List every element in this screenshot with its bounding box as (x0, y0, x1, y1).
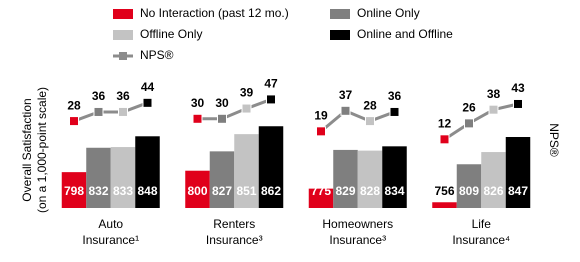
nps-line (197, 98, 272, 121)
nps-line (73, 101, 149, 123)
nps-value-label: 30 (191, 96, 205, 110)
bar-value-label: 827 (212, 184, 232, 198)
bar (61, 172, 87, 208)
nps-value-label: 28 (67, 98, 81, 112)
nps-value-label: 39 (240, 86, 254, 100)
nps-line (320, 109, 396, 133)
nps-marker (439, 134, 450, 145)
bar (382, 146, 407, 208)
bar-value-label: 826 (483, 184, 503, 198)
nps-value-label: 38 (487, 87, 501, 101)
nps-value-label: 36 (388, 89, 402, 103)
nps-marker (217, 113, 227, 124)
y-axis-label: (on a 1,000-point scale) (35, 87, 49, 213)
bar-value-label: 834 (384, 184, 404, 198)
legend-swatch (113, 9, 133, 19)
nps-marker (316, 126, 326, 137)
bar-value-label: 800 (187, 184, 207, 198)
bar-value-label: 828 (360, 184, 380, 198)
nps-marker (118, 106, 128, 117)
bar (185, 170, 210, 208)
bar (357, 150, 383, 208)
nps-value-label: 28 (363, 98, 377, 112)
legend-label: Online and Offline (357, 27, 453, 41)
bar-value-label: 775 (311, 184, 331, 198)
bar-value-label: 851 (236, 184, 256, 198)
bar-value-label: 756 (434, 184, 454, 198)
x-tick-label: Insurance¹ (82, 233, 139, 247)
nps-value-label: 44 (141, 80, 155, 94)
x-tick-label: Renters (213, 217, 255, 231)
x-tick-label: Auto (98, 217, 123, 231)
bar (308, 188, 334, 208)
bar-value-label: 833 (113, 184, 133, 198)
bar (432, 202, 457, 208)
nps-value-label: 30 (215, 96, 229, 110)
nps-marker (365, 116, 375, 127)
bar-value-label: 798 (64, 184, 84, 198)
nps-value-label: 43 (511, 81, 525, 95)
nps-value-label: 47 (264, 77, 278, 91)
bar (481, 152, 506, 208)
nps-value-label: 36 (116, 89, 130, 103)
nps-marker (142, 97, 153, 108)
legend-swatch (330, 9, 350, 19)
legend-swatch (113, 30, 133, 40)
bar (209, 151, 235, 208)
x-tick-label: Life (472, 217, 492, 231)
x-tick-label: Insurance⁴ (452, 233, 510, 247)
nps-marker (340, 105, 351, 116)
bar-value-label: 832 (88, 184, 108, 198)
nps-marker (241, 103, 252, 114)
bar-value-label: 847 (508, 184, 528, 198)
x-tick-label: Insurance³ (206, 233, 263, 247)
legend-swatch (330, 30, 350, 40)
bar (505, 137, 531, 208)
nps-value-label: 36 (92, 89, 106, 103)
x-tick-label: Homeowners (322, 217, 393, 231)
y-axis-label: Overall Satisfaction (20, 98, 34, 201)
bar (456, 164, 482, 208)
nps-value-label: 37 (339, 88, 353, 102)
bar-value-label: 809 (459, 184, 479, 198)
nps-marker (192, 113, 203, 124)
bar (110, 147, 136, 208)
legend-label: No Interaction (past 12 mo.) (140, 6, 289, 20)
bar (135, 136, 160, 208)
nps-marker (389, 106, 400, 117)
bar-value-label: 862 (261, 184, 281, 198)
x-tick-label: Insurance³ (329, 233, 386, 247)
nps-marker (488, 104, 499, 115)
nps-marker (93, 106, 104, 117)
bar-value-label: 829 (335, 184, 355, 198)
bar (333, 149, 358, 208)
legend-label: NPS® (140, 48, 174, 62)
nps-value-label: 19 (314, 109, 328, 123)
nps-marker (266, 94, 276, 105)
bar (234, 134, 259, 208)
nps-value-label: 12 (438, 116, 452, 130)
nps-marker (69, 116, 79, 127)
legend-label: Online Only (357, 6, 420, 20)
nps-marker (464, 118, 474, 129)
legend-marker (119, 52, 127, 60)
bar (258, 126, 284, 208)
nps-value-label: 26 (462, 101, 476, 115)
nps-marker (513, 98, 523, 109)
y2-axis-label: NPS® (547, 123, 561, 157)
legend-label: Offline Only (140, 27, 202, 41)
nps-line (443, 102, 519, 141)
bar (86, 147, 111, 208)
bar-value-label: 848 (137, 184, 157, 198)
